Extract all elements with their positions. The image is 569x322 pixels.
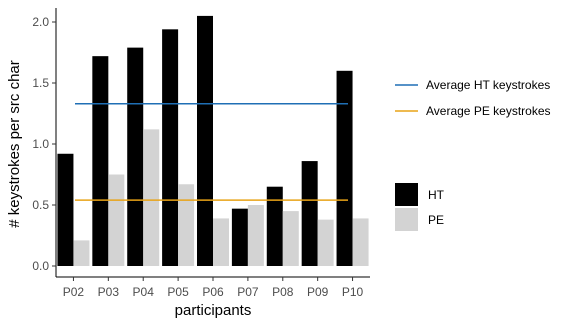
x-tick-label: P08 xyxy=(272,285,294,299)
x-tick-label: P09 xyxy=(307,285,329,299)
x-tick-label: P07 xyxy=(237,285,259,299)
bar-pe-p07 xyxy=(247,205,264,266)
legend-label: PE xyxy=(428,213,444,227)
bar-ht-p09 xyxy=(301,161,318,266)
bar-pe-p09 xyxy=(317,219,334,266)
plot-area xyxy=(57,15,369,267)
y-axis-title: # keystrokes per src char xyxy=(6,60,23,228)
bar-ht-p05 xyxy=(162,29,179,266)
legend-item-avg-ht: Average HT keystrokes xyxy=(395,78,550,92)
x-tick-label: P03 xyxy=(98,285,120,299)
y-tick-label: 1.5 xyxy=(32,76,49,90)
y-tick-label: 0.5 xyxy=(32,198,49,212)
legend-label: Average HT keystrokes xyxy=(426,78,550,92)
bar-ht-p08 xyxy=(266,186,283,266)
axes: 0.0 0.5 1.0 1.5 2.0 P02 P03 P04 P05 P06 P07 P08 P09 P… xyxy=(32,8,370,299)
legend-item-ht: HT xyxy=(395,183,445,206)
bar-pe-p06 xyxy=(213,218,229,266)
bar-ht-p02 xyxy=(57,153,74,266)
legend: Average HT keystrokes Average PE keystrok… xyxy=(395,78,551,231)
x-tick-label: P05 xyxy=(167,285,189,299)
legend-swatch xyxy=(395,208,418,231)
legend-label: Average PE keystrokes xyxy=(426,104,551,118)
bar-pe-p08 xyxy=(282,211,299,266)
x-tick-label: P04 xyxy=(133,285,155,299)
x-tick-label: P10 xyxy=(342,285,364,299)
y-tick-label: 1.0 xyxy=(32,137,49,151)
bar-ht-p04 xyxy=(127,47,144,267)
y-tick-label: 2.0 xyxy=(32,15,49,29)
bar-pe-p02 xyxy=(73,240,90,266)
legend-item-avg-pe: Average PE keystrokes xyxy=(395,104,551,118)
bar-ht-p03 xyxy=(92,56,109,266)
y-tick-label: 0.0 xyxy=(32,259,49,273)
legend-swatch xyxy=(395,183,418,206)
bar-ht-p10 xyxy=(336,70,353,266)
x-tick-label: P06 xyxy=(202,285,224,299)
bar-pe-p10 xyxy=(352,218,369,266)
bar-pe-p03 xyxy=(108,174,125,266)
bar-pe-p05 xyxy=(178,184,195,266)
bar-ht-p06 xyxy=(197,15,213,267)
bar-pe-p04 xyxy=(143,129,160,266)
bar-ht-p07 xyxy=(231,208,248,266)
legend-item-pe: PE xyxy=(395,208,444,231)
x-tick-label: P02 xyxy=(63,285,85,299)
legend-label: HT xyxy=(428,188,445,202)
x-axis-title: participants xyxy=(175,302,252,319)
